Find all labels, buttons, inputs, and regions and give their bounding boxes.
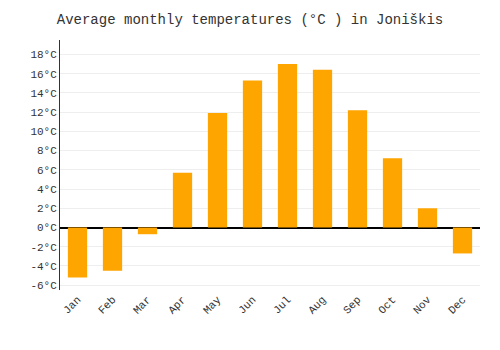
svg-text:Jan: Jan bbox=[61, 294, 83, 316]
svg-text:Feb: Feb bbox=[96, 294, 118, 316]
svg-text:Jul: Jul bbox=[271, 294, 293, 316]
svg-text:8°C: 8°C bbox=[37, 145, 57, 157]
svg-text:Dec: Dec bbox=[446, 294, 468, 316]
svg-text:4°C: 4°C bbox=[37, 184, 57, 196]
svg-text:Oct: Oct bbox=[376, 294, 398, 316]
svg-text:Aug: Aug bbox=[306, 294, 328, 316]
svg-text:Average monthly temperatures (: Average monthly temperatures (°C ) in Jo… bbox=[57, 12, 443, 28]
svg-text:Sep: Sep bbox=[341, 294, 363, 316]
svg-text:0°C: 0°C bbox=[37, 222, 57, 234]
svg-text:16°C: 16°C bbox=[30, 69, 57, 81]
svg-text:Mar: Mar bbox=[131, 294, 153, 316]
svg-text:-4°C: -4°C bbox=[30, 261, 57, 273]
svg-text:6°C: 6°C bbox=[37, 165, 57, 177]
svg-text:18°C: 18°C bbox=[30, 49, 57, 61]
svg-text:Nov: Nov bbox=[411, 294, 434, 317]
svg-text:May: May bbox=[201, 294, 224, 317]
svg-text:10°C: 10°C bbox=[30, 126, 57, 138]
svg-text:-2°C: -2°C bbox=[30, 242, 57, 254]
svg-text:Jun: Jun bbox=[236, 294, 258, 316]
svg-text:Apr: Apr bbox=[166, 294, 188, 316]
svg-text:-6°C: -6°C bbox=[30, 280, 57, 292]
svg-text:14°C: 14°C bbox=[30, 88, 57, 100]
svg-text:2°C: 2°C bbox=[37, 203, 57, 215]
svg-text:12°C: 12°C bbox=[30, 107, 57, 119]
